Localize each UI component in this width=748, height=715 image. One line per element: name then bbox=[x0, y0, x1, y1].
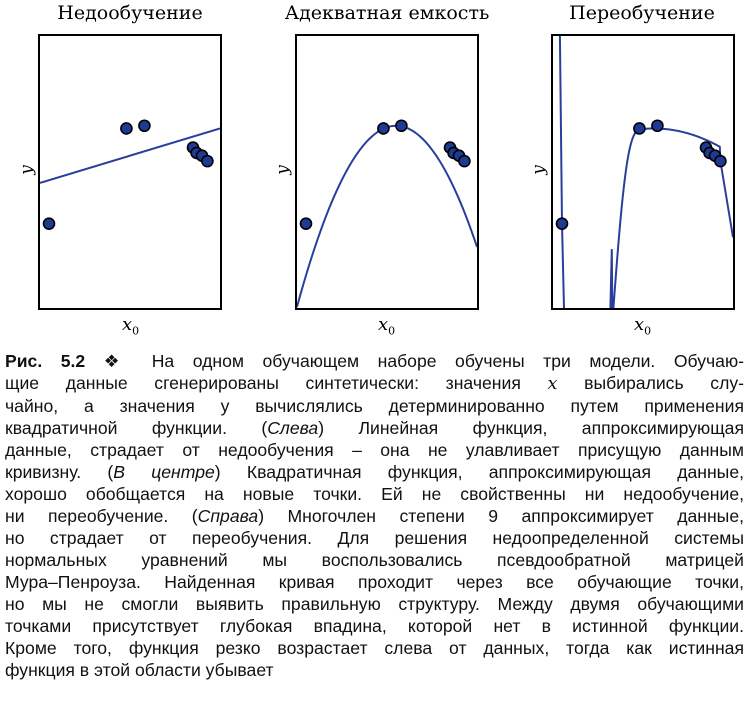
caption-line: щие данные сгенерированы синтетически: з… bbox=[5, 372, 744, 395]
caption-line: квадратичной функции. (Слева) Линейная ф… bbox=[5, 417, 744, 439]
caption-text: ни переобучение. ( bbox=[5, 506, 198, 526]
chart-svg bbox=[297, 119, 477, 308]
plot-area bbox=[551, 34, 735, 310]
x-axis-label-subscript: 0 bbox=[388, 324, 396, 338]
plot-area bbox=[295, 34, 479, 310]
data-point bbox=[633, 122, 646, 135]
data-point bbox=[395, 119, 408, 133]
caption-math-x: x bbox=[547, 374, 558, 394]
plot-area bbox=[38, 34, 222, 310]
caption-line: функция в этой области убывает bbox=[5, 660, 274, 680]
caption-line: точками присутствует глубокая впадина, к… bbox=[5, 616, 744, 636]
x-axis-label: x0 bbox=[122, 314, 139, 338]
data-point bbox=[555, 217, 569, 230]
caption-text: квадратичной функции. ( bbox=[5, 418, 268, 438]
caption-separator: ❖ bbox=[103, 351, 134, 371]
caption-text: кривизну. ( bbox=[5, 462, 114, 482]
data-point bbox=[42, 217, 56, 230]
caption-text: выбирались слу- bbox=[584, 373, 745, 393]
caption-emphasis: В центре bbox=[113, 462, 215, 482]
caption-line: Мура–Пенроуза. Найденная кривая проходит… bbox=[5, 572, 744, 592]
data-point bbox=[201, 154, 214, 168]
chart-svg bbox=[40, 119, 220, 230]
caption-line: кривизну. (В центре) Квадратичная функци… bbox=[5, 461, 744, 483]
caption-line: нормальных уравнений мы воспользовались … bbox=[5, 550, 744, 570]
caption-line: данные, страдает от недообучения – она н… bbox=[5, 440, 744, 460]
x-axis-label-var: x bbox=[634, 314, 645, 335]
panel-title: Переобучение bbox=[569, 2, 715, 24]
caption-text: ) Многочлен степени 9 аппроксимирует дан… bbox=[258, 506, 744, 526]
panel-title: Недообучение bbox=[57, 2, 203, 24]
x-axis-label-var: x bbox=[378, 314, 389, 335]
chart-svg bbox=[555, 36, 733, 308]
x-axis-label-subscript: 0 bbox=[644, 324, 652, 338]
panel-title: Адекватная емкость bbox=[284, 2, 490, 24]
caption-text: На одном обучающем наборе обучены три мо… bbox=[151, 351, 745, 371]
x-axis-label: x0 bbox=[634, 314, 651, 338]
data-point bbox=[714, 154, 727, 168]
caption-line: но страдает от переобучения. Для решения… bbox=[5, 528, 744, 548]
caption-line: хорошо обобщается на новые точки. Ей не … bbox=[5, 484, 744, 504]
x-axis-label: x0 bbox=[378, 314, 395, 338]
caption-line: чайно, а значения y вычислялись детермин… bbox=[5, 396, 744, 416]
data-point bbox=[138, 119, 151, 133]
y-axis-label: y bbox=[272, 165, 293, 175]
x-axis-label-var: x bbox=[122, 314, 133, 335]
y-axis-label: y bbox=[528, 165, 549, 175]
fit-curve bbox=[40, 127, 220, 184]
caption-line: но мы не смогли выявить правильную струк… bbox=[5, 594, 744, 614]
data-point bbox=[120, 122, 133, 135]
caption-line: ни переобучение. (Справа) Многочлен степ… bbox=[5, 505, 744, 527]
caption-text: ) Квадратичная функция, аппроксимирующая… bbox=[214, 462, 744, 482]
figure-caption: Рис. 5.2 ❖ На одном обучающем наборе обу… bbox=[5, 350, 744, 681]
data-point bbox=[651, 119, 664, 133]
caption-line: Рис. 5.2 ❖ На одном обучающем наборе обу… bbox=[5, 350, 744, 372]
caption-text: щие данные сгенерированы синтетически: з… bbox=[5, 373, 521, 393]
data-point bbox=[299, 217, 313, 230]
data-point bbox=[377, 122, 390, 135]
y-axis-label: y bbox=[16, 165, 37, 175]
caption-line: Кроме того, функция резко возрастает сле… bbox=[5, 638, 744, 658]
caption-emphasis: Справа bbox=[197, 506, 259, 526]
fit-curve bbox=[558, 36, 733, 308]
caption-label: Рис. 5.2 bbox=[5, 351, 86, 371]
caption-emphasis: Слева bbox=[267, 418, 319, 438]
caption-text: ) Линейная функция, аппроксимирующая bbox=[318, 418, 744, 438]
data-point bbox=[458, 154, 471, 168]
x-axis-label-subscript: 0 bbox=[132, 324, 140, 338]
